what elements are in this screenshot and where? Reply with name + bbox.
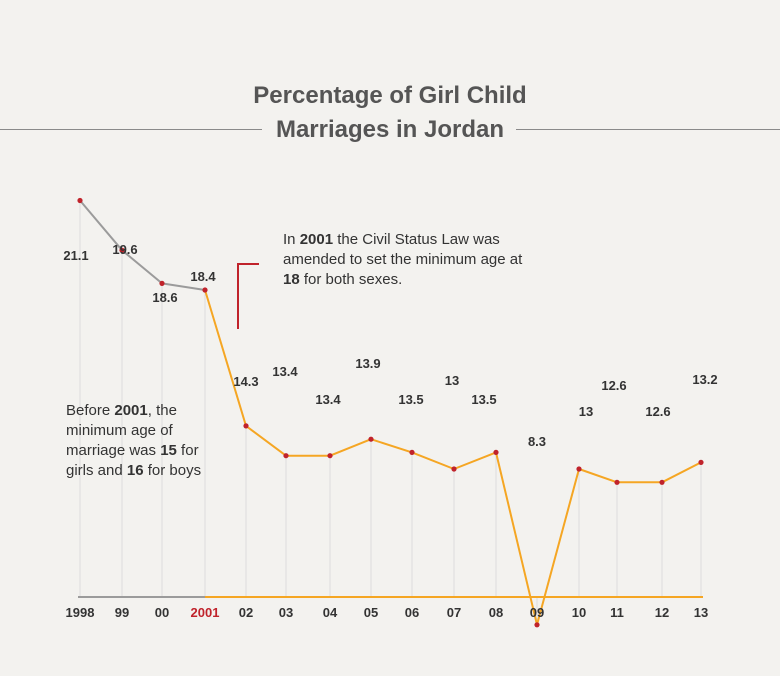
x-tick-00: 00: [155, 605, 169, 620]
x-tick-07: 07: [447, 605, 461, 620]
data-label-00: 18.6: [152, 290, 177, 305]
data-point-05: [368, 436, 374, 442]
note-2001-part: 18: [283, 271, 300, 288]
x-tick-2001: 2001: [191, 605, 220, 620]
x-tick-12: 12: [655, 605, 669, 620]
x-tick-13: 13: [694, 605, 708, 620]
grid-lines: [79, 200, 702, 625]
x-tick-02: 02: [239, 605, 253, 620]
data-point-11: [614, 479, 620, 485]
data-label-1998: 21.1: [63, 248, 88, 263]
x-tick-11: 11: [610, 605, 624, 620]
data-point-1998: [77, 197, 83, 204]
data-label-11: 12.6: [601, 378, 626, 393]
data-label-02: 14.3: [233, 374, 258, 389]
data-point-12: [659, 479, 665, 485]
data-point-03: [283, 453, 289, 459]
note-2001-part: 2001: [299, 231, 334, 248]
series-segment-0: [79, 199, 206, 291]
data-point-07: [451, 466, 457, 472]
data-point-02: [243, 423, 249, 429]
note-before-part: , the minimum age of marriage was: [66, 402, 177, 459]
x-tick-99: 99: [115, 605, 129, 620]
law-change-bracket: [237, 263, 259, 329]
x-tick-1998: 1998: [66, 605, 95, 620]
x-tick-04: 04: [323, 605, 338, 620]
note-2001-part: In: [283, 231, 300, 248]
data-point-13: [698, 459, 704, 465]
data-labels: 21.1 19.6 18.6 18.4 14.3 13.4 13.4 13.9 13.5 13 13…: [63, 242, 717, 449]
x-tick-09: 09: [530, 605, 544, 620]
data-point-2001: [202, 287, 208, 293]
data-point-10: [576, 466, 582, 472]
data-label-06: 13.5: [398, 392, 423, 407]
chart-title-line-2: Marriages in Jordan: [275, 116, 505, 143]
x-tick-10: 10: [572, 605, 586, 620]
data-label-2001: 18.4: [190, 269, 216, 284]
data-label-12: 12.6: [645, 404, 670, 419]
x-tick-03: 03: [279, 605, 293, 620]
note-2001-part: the Civil Status Law was amended to set …: [283, 231, 523, 268]
data-label-08: 13.5: [471, 392, 496, 407]
x-tick-08: 08: [489, 605, 503, 620]
data-label-05: 13.9: [355, 356, 380, 371]
note-before-part: 15: [160, 442, 177, 459]
title-rule-right: [516, 129, 780, 130]
data-label-07: 13: [445, 373, 459, 388]
data-point-00: [159, 280, 165, 286]
x-tick-labels: 1998 99 00 2001 02 03 04 05 06 07 08 09 10 11 12 13: [66, 605, 709, 620]
annotation-before-2001: Before 2001, the minimum age of marriage…: [66, 401, 202, 481]
note-before-part: for girls and: [66, 442, 199, 479]
note-before-part: 2001: [114, 402, 148, 419]
data-point-04: [327, 453, 333, 459]
data-point-09: [534, 622, 540, 628]
data-points: [77, 197, 704, 628]
note-before-part: 16: [126, 462, 144, 479]
annotation-law-2001: In 2001 the Civil Status Law was amended…: [283, 230, 523, 290]
series-segment-1: [204, 289, 702, 626]
note-before-part: Before: [66, 402, 115, 419]
chart-title-line-1: Percentage of Girl Child: [253, 82, 527, 109]
x-tick-06: 06: [405, 605, 419, 620]
data-label-09: 8.3: [528, 434, 546, 449]
x-tick-05: 05: [364, 605, 378, 620]
title-rule-left: [0, 129, 262, 130]
data-point-99: [119, 247, 125, 253]
data-label-03: 13.4: [272, 364, 298, 379]
data-label-04: 13.4: [315, 392, 341, 407]
note-before-part: for boys: [143, 462, 202, 479]
note-2001-part: for both sexes.: [299, 271, 403, 288]
data-label-99: 19.6: [112, 242, 137, 257]
data-label-13: 13.2: [692, 372, 717, 387]
data-label-10: 13: [579, 404, 593, 419]
data-point-08: [493, 449, 499, 455]
data-point-06: [409, 449, 415, 455]
